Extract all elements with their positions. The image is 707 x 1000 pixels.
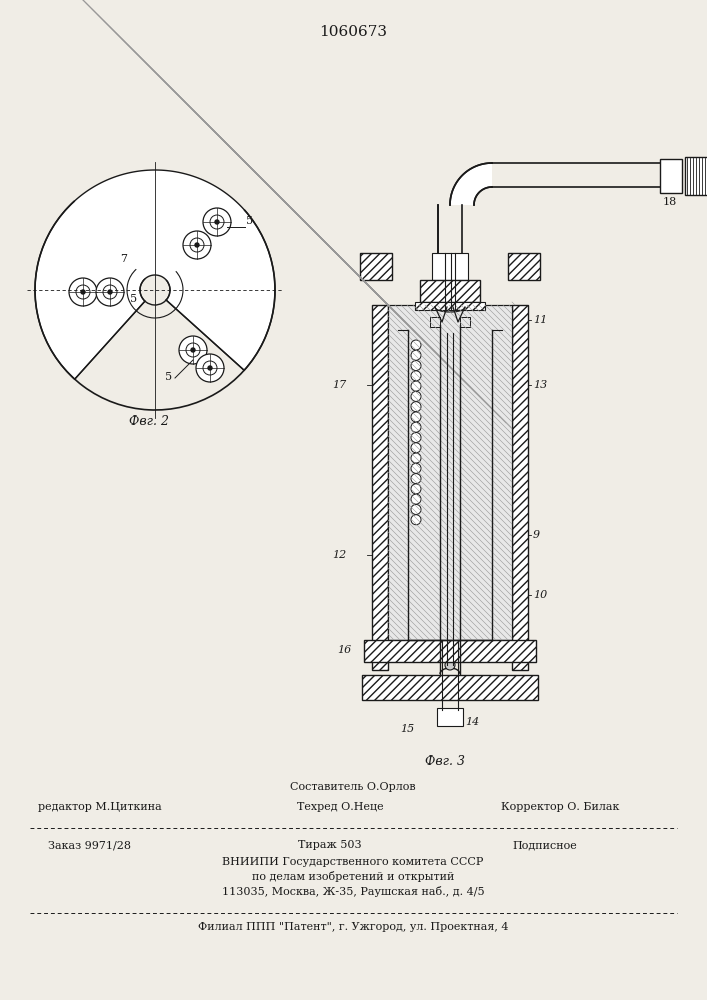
Text: 14: 14 — [465, 717, 479, 727]
Bar — [420, 280, 480, 302]
Text: 5: 5 — [165, 372, 172, 382]
Circle shape — [411, 361, 421, 371]
Bar — [415, 302, 485, 310]
Circle shape — [411, 453, 421, 463]
Circle shape — [411, 463, 421, 473]
Text: 12: 12 — [332, 550, 346, 560]
Text: 113035, Москва, Ж-35, Раушская наб., д. 4/5: 113035, Москва, Ж-35, Раушская наб., д. … — [222, 886, 484, 897]
Circle shape — [411, 412, 421, 422]
Circle shape — [411, 340, 421, 350]
Circle shape — [411, 494, 421, 504]
Bar — [360, 253, 392, 280]
Bar — [388, 305, 408, 640]
Circle shape — [411, 422, 421, 432]
Circle shape — [195, 243, 199, 247]
Circle shape — [183, 231, 211, 259]
Text: 13: 13 — [533, 380, 547, 390]
Text: 9: 9 — [533, 530, 540, 540]
Text: 10: 10 — [533, 590, 547, 600]
Text: Техред О.Неце: Техред О.Неце — [297, 802, 383, 812]
Circle shape — [191, 348, 195, 352]
Circle shape — [411, 443, 421, 453]
Text: ВНИИПИ Государственного комитета СССР: ВНИИПИ Государственного комитета СССР — [222, 857, 484, 867]
Circle shape — [81, 290, 85, 294]
Bar — [660, 159, 682, 193]
Circle shape — [411, 515, 421, 525]
Text: редактор М.Циткина: редактор М.Циткина — [38, 802, 162, 812]
Circle shape — [411, 504, 421, 514]
Circle shape — [411, 391, 421, 401]
Polygon shape — [35, 170, 275, 379]
Circle shape — [411, 371, 421, 381]
Text: 11: 11 — [533, 315, 547, 325]
Text: Филиал ППП "Патент", г. Ужгород, ул. Проектная, 4: Филиал ППП "Патент", г. Ужгород, ул. Про… — [198, 922, 508, 932]
Text: Фвг. 2: Фвг. 2 — [129, 415, 169, 428]
Circle shape — [96, 278, 124, 306]
Text: Фвг. 3: Фвг. 3 — [425, 755, 465, 768]
Circle shape — [411, 402, 421, 412]
Text: 15: 15 — [400, 724, 414, 734]
Bar — [508, 253, 540, 280]
Circle shape — [215, 220, 219, 224]
Bar — [388, 305, 512, 640]
Bar — [512, 305, 528, 670]
Text: 5: 5 — [130, 294, 137, 304]
Bar — [372, 305, 388, 670]
Circle shape — [69, 278, 97, 306]
Circle shape — [411, 484, 421, 494]
Circle shape — [196, 354, 224, 382]
Circle shape — [411, 381, 421, 391]
Circle shape — [203, 208, 231, 236]
Text: Подписное: Подписное — [513, 840, 578, 850]
Bar — [492, 305, 512, 640]
Text: 16: 16 — [337, 645, 351, 655]
Bar — [388, 305, 512, 640]
Bar — [364, 640, 536, 662]
Text: 7: 7 — [120, 254, 127, 264]
Bar — [685, 157, 707, 195]
Text: 17: 17 — [332, 380, 346, 390]
Text: Тираж 503: Тираж 503 — [298, 840, 362, 850]
Text: 1060673: 1060673 — [319, 25, 387, 39]
Bar — [430, 317, 440, 327]
Text: Заказ 9971/28: Заказ 9971/28 — [49, 840, 132, 850]
Circle shape — [411, 350, 421, 360]
Bar — [460, 317, 470, 327]
Text: Корректор О. Билак: Корректор О. Билак — [501, 802, 619, 812]
Circle shape — [411, 432, 421, 442]
Circle shape — [411, 474, 421, 484]
Bar — [362, 675, 538, 700]
Text: Составитель О.Орлов: Составитель О.Орлов — [290, 782, 416, 792]
Polygon shape — [450, 163, 492, 205]
Bar — [437, 708, 463, 726]
Circle shape — [208, 366, 212, 370]
Circle shape — [108, 290, 112, 294]
Text: 18: 18 — [663, 197, 677, 207]
Text: по делам изобретений и открытий: по делам изобретений и открытий — [252, 871, 454, 882]
Text: 5: 5 — [246, 216, 253, 226]
Circle shape — [179, 336, 207, 364]
Circle shape — [445, 660, 455, 670]
Bar — [432, 253, 468, 280]
